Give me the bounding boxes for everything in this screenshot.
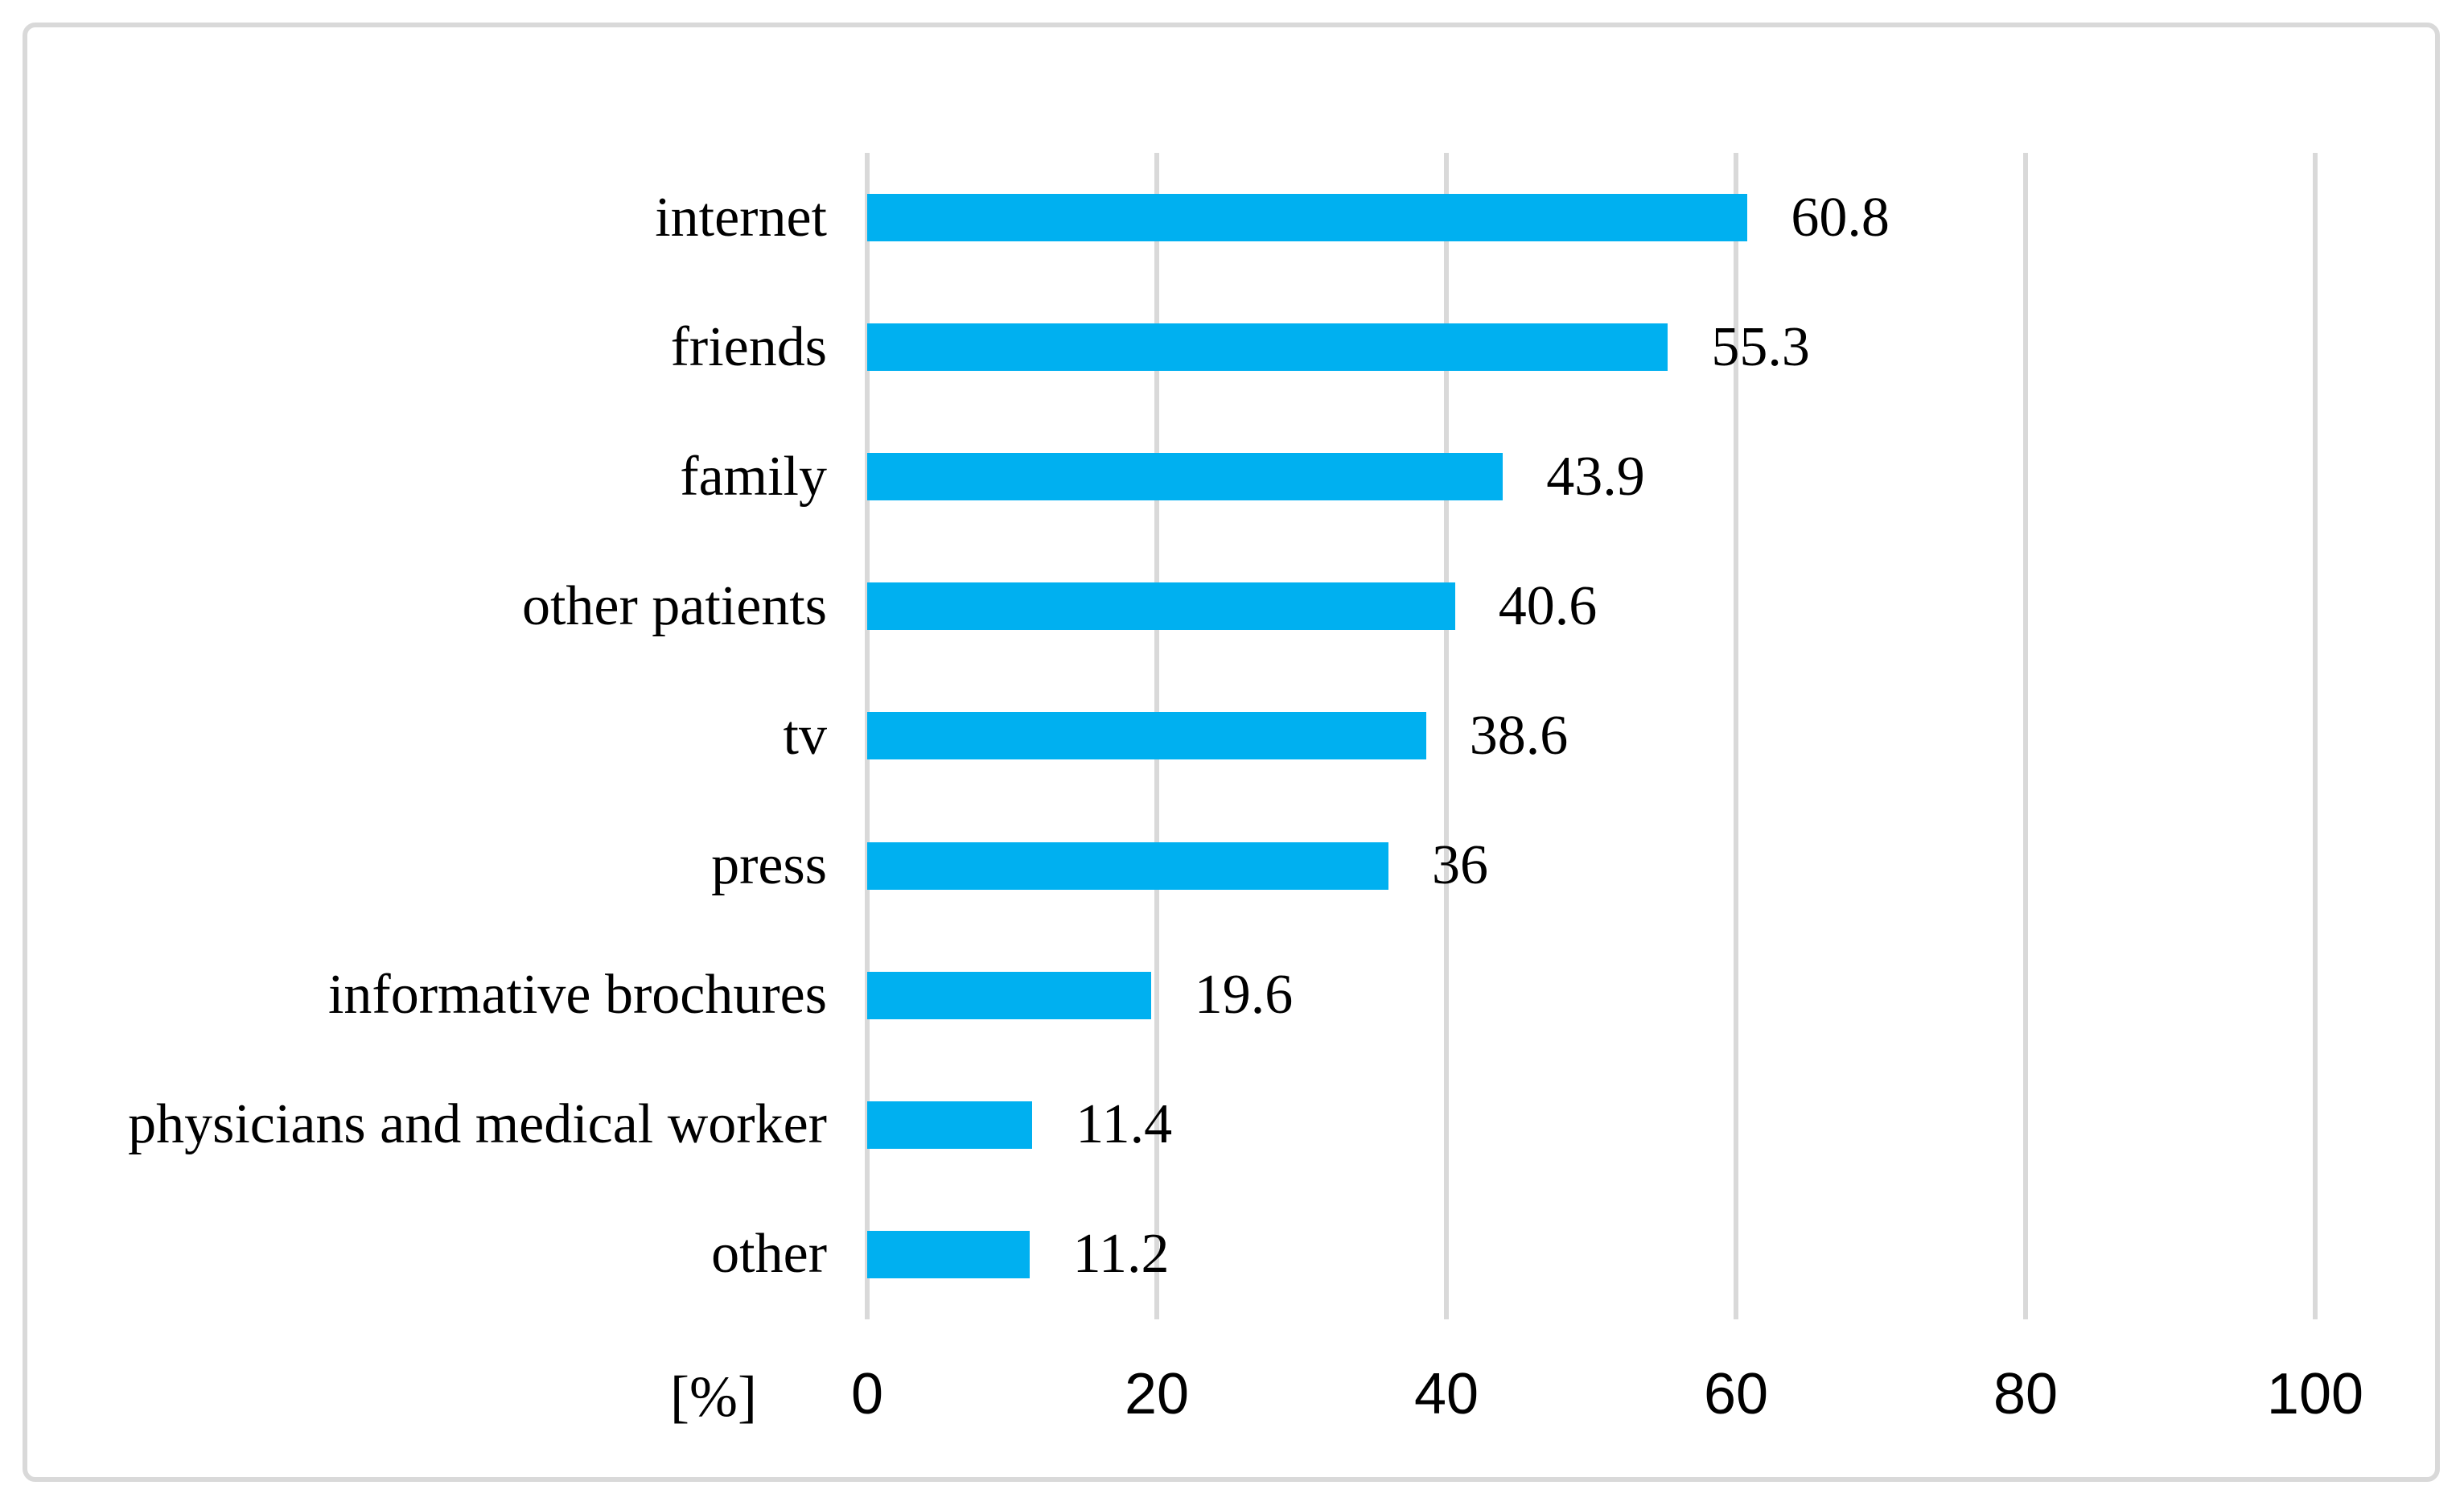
bar-physicians-and-medical-worker	[867, 1101, 1033, 1149]
bar-tv	[867, 712, 1426, 760]
value-label: 19.6	[1194, 964, 1294, 1027]
x-tick-label-80: 80	[1993, 1362, 2059, 1426]
bar-press	[867, 841, 1388, 890]
bar-friends	[867, 323, 1668, 372]
value-label: 55.3	[1711, 315, 1810, 378]
category-label: family	[680, 445, 827, 508]
x-tick-label-40: 40	[1413, 1362, 1479, 1426]
x-tick-label-100: 100	[2266, 1362, 2364, 1426]
table-row: press 36	[0, 801, 2464, 931]
x-tick-label-20: 20	[1124, 1362, 1190, 1426]
category-label: physicians and medical worker	[128, 1093, 827, 1156]
value-label: 11.4	[1076, 1093, 1173, 1156]
bar-other-patients	[867, 582, 1455, 631]
gridline-80	[2023, 153, 2028, 1319]
x-axis-unit-label: [%]	[670, 1364, 757, 1429]
table-row: friends 55.3	[0, 282, 2464, 412]
bar-other	[867, 1230, 1030, 1278]
value-label: 40.6	[1498, 574, 1598, 637]
category-label: informative brochures	[327, 964, 827, 1027]
bar-chart-rows: internet 60.8 friends 55.3 family 43.9 other p…	[0, 153, 2464, 1319]
value-label: 38.6	[1469, 704, 1569, 767]
table-row: informative brochures 19.6	[0, 931, 2464, 1060]
table-row: internet 60.8	[0, 153, 2464, 282]
bar-family	[867, 453, 1503, 501]
x-tick-label-0: 0	[850, 1362, 884, 1426]
value-label: 43.9	[1546, 445, 1645, 508]
table-row: physicians and medical worker 11.4	[0, 1060, 2464, 1190]
table-row: other 11.2	[0, 1190, 2464, 1319]
bar-internet	[867, 194, 1748, 242]
value-label: 11.2	[1072, 1223, 1170, 1286]
gridline-100	[2313, 153, 2318, 1319]
category-label: tv	[783, 704, 827, 767]
gridline-60	[1734, 153, 1738, 1319]
bar-informative-brochures	[867, 971, 1151, 1019]
category-label: other patients	[521, 574, 827, 637]
x-tick-label-60: 60	[1703, 1362, 1769, 1426]
table-row: other patients 40.6	[0, 541, 2464, 671]
value-label: 36	[1432, 834, 1488, 897]
category-label: other	[711, 1223, 827, 1286]
value-label: 60.8	[1791, 186, 1890, 249]
category-label: friends	[670, 315, 827, 378]
table-row: family 43.9	[0, 412, 2464, 541]
category-label: press	[711, 834, 827, 897]
table-row: tv 38.6	[0, 671, 2464, 800]
category-label: internet	[655, 186, 827, 249]
gridline-40	[1444, 153, 1449, 1319]
